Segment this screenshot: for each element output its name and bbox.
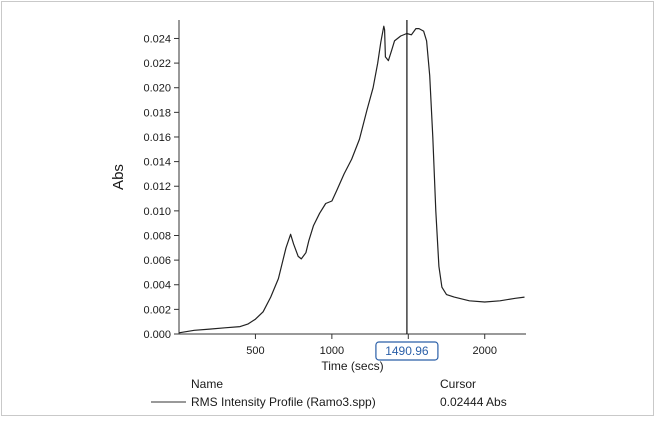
x-tick-label: 1000 [320, 345, 344, 357]
y-tick-label: 0.014 [143, 157, 171, 169]
x-tick-label: 2000 [472, 345, 496, 357]
cursor-value-box[interactable] [375, 341, 439, 361]
y-tick-label: 0.008 [143, 230, 171, 242]
y-tick-label: 0.018 [143, 107, 171, 119]
series-line [178, 25, 525, 334]
chart-svg: 0.000 0.002 0.004 0.006 0.008 0.010 0.012 0.014… [110, 20, 526, 409]
y-tick-label: 0.002 [143, 304, 171, 316]
y-axis-ticks: 0.000 0.002 0.004 0.006 0.008 0.010 0.012 0.014… [143, 33, 179, 341]
x-tick-label: 500 [246, 345, 264, 357]
legend-cursor-header: Cursor [440, 377, 476, 391]
y-tick-label: 0.010 [143, 206, 171, 218]
chart-frame: 0.000 0.002 0.004 0.006 0.008 0.010 0.012 0.014… [1, 1, 654, 416]
legend-name-header: Name [191, 377, 223, 391]
x-axis-ticks: 500100015002000 [246, 334, 497, 357]
y-tick-label: 0.000 [143, 329, 171, 341]
y-tick-label: 0.004 [143, 280, 171, 292]
y-tick-label: 0.022 [143, 58, 171, 70]
y-axis-title: Abs [110, 164, 127, 190]
y-tick-label: 0.016 [143, 132, 171, 144]
cursor-value-label: 1490.96 [385, 344, 429, 358]
y-tick-label: 0.006 [143, 255, 171, 267]
y-tick-label: 0.012 [143, 181, 171, 193]
legend-cursor-value: 0.02444 Abs [440, 395, 507, 409]
legend: Name Cursor RMS Intensity Profile (Ramo3… [151, 377, 507, 409]
cursor-group[interactable]: 1490.96 [375, 20, 439, 361]
series-group [178, 25, 525, 334]
x-axis-title: Time (secs) [321, 359, 383, 373]
legend-series-label: RMS Intensity Profile (Ramo3.spp) [191, 395, 376, 409]
plot-area [178, 20, 526, 335]
y-tick-label: 0.024 [143, 33, 171, 45]
y-tick-label: 0.020 [143, 83, 171, 95]
